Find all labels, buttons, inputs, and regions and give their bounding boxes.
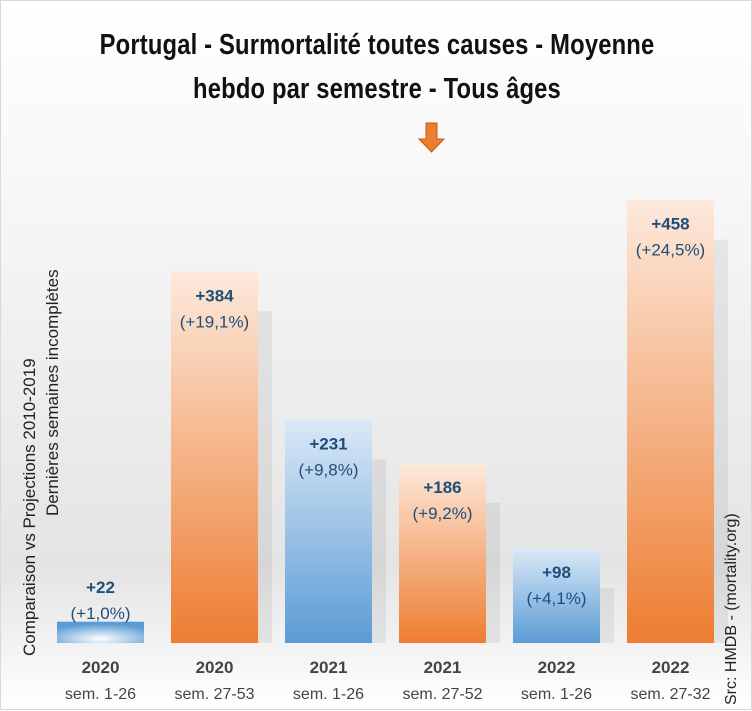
x-tick-label-year: 2022 bbox=[538, 658, 576, 677]
x-tick-label-year: 2020 bbox=[82, 658, 120, 677]
bar bbox=[285, 419, 372, 643]
x-tick-label-weeks: sem. 1-26 bbox=[65, 686, 136, 703]
data-label-percent: (+24,5%) bbox=[636, 241, 705, 260]
data-label-value: +384 bbox=[195, 286, 234, 305]
x-tick-label-year: 2022 bbox=[652, 658, 690, 677]
down-arrow-icon bbox=[417, 122, 446, 153]
x-tick-label-weeks: sem. 1-26 bbox=[293, 686, 364, 703]
x-tick-label-year: 2021 bbox=[424, 658, 462, 677]
x-tick-label-year: 2021 bbox=[310, 658, 348, 677]
x-tick-label-weeks: sem. 27-52 bbox=[402, 686, 482, 703]
data-label-value: +98 bbox=[542, 563, 571, 582]
x-tick-label-weeks: sem. 1-26 bbox=[521, 686, 592, 703]
chart-title-line2: hebdo par semestre - Tous âges bbox=[193, 73, 561, 105]
data-label-value: +186 bbox=[423, 478, 461, 497]
data-label-percent: (+9,2%) bbox=[413, 504, 473, 523]
chart-title-line1: Portugal - Surmortalité toutes causes - … bbox=[99, 29, 655, 61]
x-tick-label-weeks: sem. 27-32 bbox=[630, 686, 710, 703]
data-label-percent: (+4,1%) bbox=[527, 589, 587, 608]
bar bbox=[57, 621, 144, 643]
data-label-value: +458 bbox=[651, 215, 689, 234]
bar bbox=[627, 199, 714, 644]
data-label-percent: (+1,0%) bbox=[71, 604, 131, 623]
x-tick-label-weeks: sem. 27-53 bbox=[174, 686, 254, 703]
bar bbox=[171, 271, 258, 643]
data-label-percent: (+9,8%) bbox=[299, 460, 359, 479]
data-label-value: +22 bbox=[86, 578, 115, 597]
bar bbox=[399, 462, 486, 643]
x-tick-label-year: 2020 bbox=[196, 658, 234, 677]
bar bbox=[513, 548, 600, 643]
data-label-value: +231 bbox=[309, 434, 347, 453]
data-label-percent: (+19,1%) bbox=[180, 312, 249, 331]
